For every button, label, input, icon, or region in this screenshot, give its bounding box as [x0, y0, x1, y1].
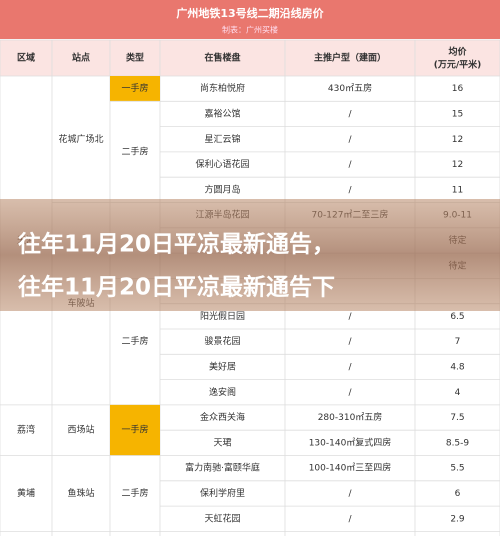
cell: 4: [455, 388, 461, 398]
cell: 2.9: [450, 514, 465, 524]
cell: /: [348, 362, 352, 372]
cell: 星汇云锦: [204, 133, 240, 145]
cell: /: [348, 135, 352, 145]
cell: 天珺: [213, 437, 231, 448]
cell: 100-140㎡三至四房: [309, 462, 392, 474]
cell: 保利学府里: [200, 487, 245, 499]
column-header: 在售楼盘: [204, 52, 240, 64]
cell: 阳光假日园: [200, 310, 245, 322]
cell: 骏景花园: [204, 335, 240, 347]
cell: 荔湾: [17, 424, 35, 436]
cell: 二手房: [121, 487, 148, 499]
header-row: [0, 40, 500, 76]
cell: 4.8: [450, 362, 465, 372]
cell: /: [348, 514, 352, 524]
cell: 12: [452, 135, 463, 145]
cell: 美好居: [209, 360, 236, 372]
title-banner: [0, 0, 500, 39]
overlay-text: 往年11月20日平凉最新通告，: [18, 231, 335, 258]
cell: 12: [452, 160, 463, 170]
first-hand-cell: [110, 404, 160, 456]
title: 广州地铁13号线二期沿线房价: [176, 6, 324, 20]
subtitle: 制表：广州买楼: [222, 25, 278, 35]
cell: 8.5-9: [446, 438, 470, 448]
first-hand-cell: [110, 76, 160, 102]
column-header: 均价: [448, 46, 467, 58]
cell: 6: [455, 489, 461, 499]
cell: 430㎡五房: [328, 82, 372, 94]
cell: /: [348, 185, 352, 195]
column-header: 区域: [17, 52, 35, 64]
cell: 一手房: [121, 424, 148, 436]
cell: 保利心语花园: [195, 158, 249, 170]
cell: 11: [452, 185, 463, 195]
overlay-text: 往年11月20日平凉最新通告下: [18, 274, 335, 301]
cell: 5.5: [450, 464, 464, 474]
cell: /: [348, 388, 352, 398]
cell: /: [348, 489, 352, 499]
column-header: 类型: [126, 52, 144, 64]
cell: 16: [452, 84, 464, 94]
cell: 一手房: [121, 82, 148, 94]
cell: 6.5: [450, 312, 464, 322]
cell: /: [348, 312, 352, 322]
cell: 富力南驰·富颐华庭: [185, 462, 260, 474]
cell: 130-140㎡复式四房: [309, 436, 392, 448]
cell: 金众西关海: [200, 411, 245, 423]
cell: 天虹花园: [204, 512, 240, 524]
cell: 嘉裕公馆: [204, 107, 240, 119]
cell: 二手房: [121, 145, 148, 157]
cell: 尚东柏悦府: [200, 82, 245, 94]
cell: 7.5: [450, 413, 464, 423]
cell: 黄埔: [17, 487, 35, 499]
column-header: (万元/平米): [434, 59, 482, 71]
cell: 花城广场北: [58, 133, 103, 145]
cell: /: [348, 337, 352, 347]
overlay-band: [0, 199, 500, 311]
cell: 280-310㎡五房: [318, 411, 383, 423]
cell: 鱼珠站: [67, 487, 94, 499]
cell: 方圆月岛: [204, 183, 240, 195]
cell: 15: [452, 109, 463, 119]
column-header: 主推户型（建面）: [314, 52, 386, 64]
cell: 逸安阁: [209, 386, 236, 398]
cell: 西场站: [67, 424, 94, 436]
cell: /: [348, 109, 352, 119]
cell: 7: [455, 337, 461, 347]
cell: /: [348, 160, 352, 170]
cell: 二手房: [121, 335, 148, 347]
column-header: 站点: [72, 52, 90, 64]
